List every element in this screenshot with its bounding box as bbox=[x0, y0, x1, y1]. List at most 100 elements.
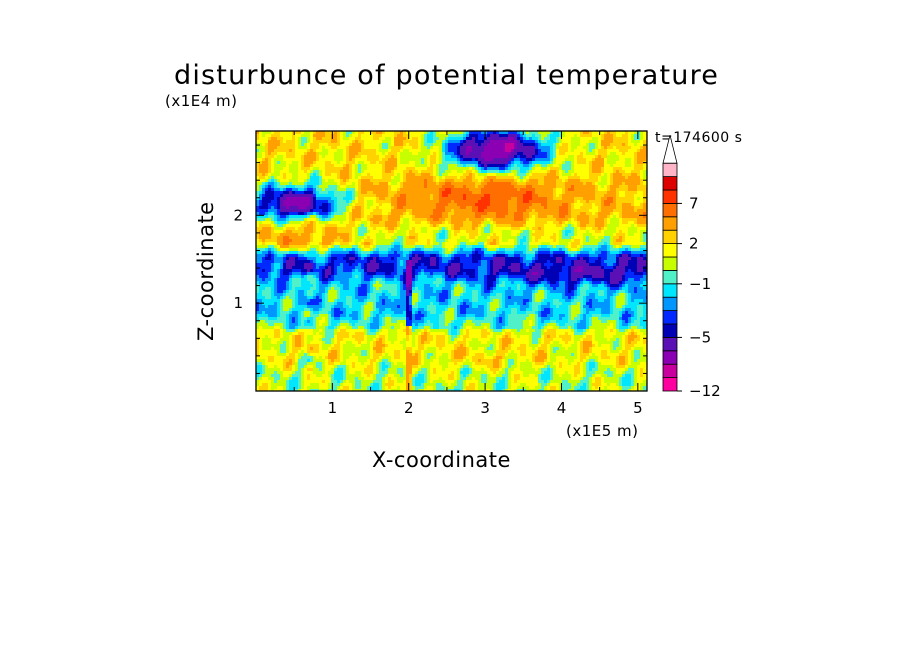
field-cell bbox=[286, 191, 290, 195]
field-cell bbox=[319, 191, 323, 195]
field-cell bbox=[340, 173, 344, 177]
field-cell bbox=[568, 188, 572, 192]
field-cell bbox=[352, 131, 356, 135]
field-cell bbox=[415, 212, 419, 216]
field-cell bbox=[472, 224, 476, 228]
field-cell bbox=[568, 224, 572, 228]
field-cell bbox=[385, 179, 389, 183]
field-cell bbox=[493, 149, 497, 153]
field-cell bbox=[523, 143, 527, 147]
field-cell bbox=[436, 179, 440, 183]
field-cell bbox=[370, 233, 374, 237]
field-cell bbox=[394, 194, 398, 198]
field-cell bbox=[340, 203, 344, 207]
field-cell bbox=[457, 242, 461, 246]
field-cell bbox=[259, 218, 263, 222]
field-cell bbox=[445, 158, 449, 162]
field-cell bbox=[379, 152, 383, 156]
field-cell bbox=[343, 155, 347, 159]
field-cell bbox=[454, 224, 458, 228]
field-cell bbox=[310, 143, 314, 147]
field-cell bbox=[592, 218, 596, 222]
field-cell bbox=[421, 191, 425, 195]
field-cell bbox=[307, 215, 311, 219]
field-cell bbox=[415, 146, 419, 150]
field-cell bbox=[295, 209, 299, 213]
field-cell bbox=[544, 191, 548, 195]
field-cell bbox=[643, 164, 647, 168]
field-cell bbox=[472, 188, 476, 192]
field-cell bbox=[283, 179, 287, 183]
field-cell bbox=[334, 230, 338, 234]
field-cell bbox=[598, 179, 602, 183]
field-cell bbox=[502, 143, 506, 147]
field-cell bbox=[295, 224, 299, 228]
field-cell bbox=[409, 233, 413, 237]
field-cell bbox=[466, 209, 470, 213]
field-cell bbox=[517, 236, 521, 240]
field-cell bbox=[448, 212, 452, 216]
field-cell bbox=[436, 215, 440, 219]
field-cell bbox=[556, 131, 560, 135]
field-cell bbox=[313, 167, 317, 171]
field-cell bbox=[364, 149, 368, 153]
field-cell bbox=[430, 182, 434, 186]
field-cell bbox=[283, 215, 287, 219]
field-cell bbox=[529, 173, 533, 177]
field-cell bbox=[397, 200, 401, 204]
field-cell bbox=[445, 140, 449, 144]
field-cell bbox=[553, 206, 557, 210]
field-cell bbox=[598, 158, 602, 162]
field-cell bbox=[607, 140, 611, 144]
field-cell bbox=[421, 221, 425, 225]
field-cell bbox=[391, 164, 395, 168]
field-cell bbox=[271, 182, 275, 186]
field-cell bbox=[370, 158, 374, 162]
field-cell bbox=[442, 149, 446, 153]
field-cell bbox=[349, 143, 353, 147]
field-cell bbox=[556, 134, 560, 138]
field-cell bbox=[619, 134, 623, 138]
field-cell bbox=[391, 227, 395, 231]
field-cell bbox=[430, 140, 434, 144]
field-cell bbox=[439, 179, 443, 183]
field-cell bbox=[322, 134, 326, 138]
field-cell bbox=[394, 197, 398, 201]
field-cell bbox=[505, 176, 509, 180]
field-cell bbox=[268, 242, 272, 246]
field-cell bbox=[640, 230, 644, 234]
field-cell bbox=[457, 188, 461, 192]
field-cell bbox=[490, 161, 494, 165]
field-cell bbox=[325, 239, 329, 243]
field-cell bbox=[358, 239, 362, 243]
field-cell bbox=[544, 182, 548, 186]
field-cell bbox=[424, 236, 428, 240]
field-cell bbox=[517, 176, 521, 180]
field-cell bbox=[316, 179, 320, 183]
field-cell bbox=[361, 191, 365, 195]
field-cell bbox=[376, 212, 380, 216]
field-cell bbox=[262, 170, 266, 174]
field-cell bbox=[322, 209, 326, 213]
field-cell bbox=[478, 206, 482, 210]
field-cell bbox=[607, 176, 611, 180]
field-cell bbox=[553, 176, 557, 180]
field-cell bbox=[301, 227, 305, 231]
field-cell bbox=[355, 146, 359, 150]
field-cell bbox=[637, 173, 641, 177]
field-cell bbox=[634, 203, 638, 207]
field-cell bbox=[352, 164, 356, 168]
field-cell bbox=[256, 191, 260, 195]
field-cell bbox=[466, 230, 470, 234]
field-cell bbox=[427, 176, 431, 180]
field-cell bbox=[385, 191, 389, 195]
field-cell bbox=[361, 206, 365, 210]
field-cell bbox=[460, 236, 464, 240]
field-cell bbox=[631, 170, 635, 174]
field-cell bbox=[529, 146, 533, 150]
field-cell bbox=[388, 212, 392, 216]
field-cell bbox=[472, 179, 476, 183]
field-cell bbox=[541, 176, 545, 180]
field-cell bbox=[310, 212, 314, 216]
field-cell bbox=[313, 179, 317, 183]
